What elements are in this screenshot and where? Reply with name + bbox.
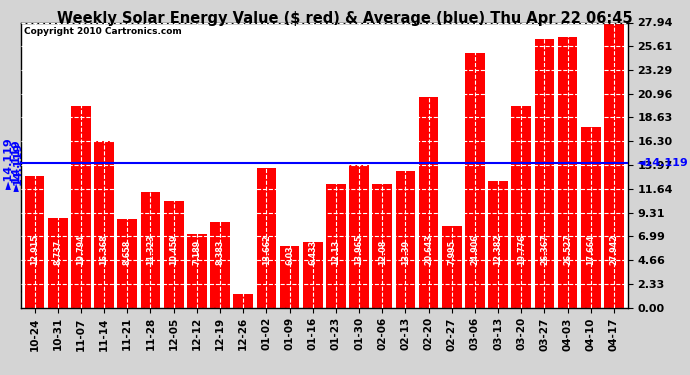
Bar: [141, 192, 160, 308]
Bar: [95, 141, 114, 308]
Bar: [303, 242, 322, 308]
Text: 17.664: 17.664: [586, 234, 595, 265]
Bar: [489, 181, 508, 308]
Text: ►14.119: ►14.119: [3, 138, 14, 189]
Bar: [419, 97, 438, 308]
Text: 20.643: 20.643: [424, 234, 433, 265]
Bar: [558, 37, 578, 308]
Text: 14.119: 14.119: [13, 142, 23, 185]
Bar: [535, 39, 554, 308]
Text: Weekly Solar Energy Value ($ red) & Average (blue) Thu Apr 22 06:45: Weekly Solar Energy Value ($ red) & Aver…: [57, 11, 633, 26]
Text: 7.995: 7.995: [447, 240, 456, 265]
Text: 1.364: 1.364: [239, 240, 248, 265]
Text: 27.942: 27.942: [609, 234, 618, 265]
Text: 7.189: 7.189: [193, 240, 201, 265]
Bar: [117, 219, 137, 308]
Bar: [257, 168, 276, 308]
Bar: [279, 246, 299, 308]
Bar: [187, 234, 207, 308]
Text: 19.794: 19.794: [77, 234, 86, 265]
Text: 8.737: 8.737: [53, 240, 62, 265]
Text: Copyright 2010 Cartronics.com: Copyright 2010 Cartronics.com: [23, 27, 181, 36]
Bar: [511, 106, 531, 308]
Text: 6.433: 6.433: [308, 240, 317, 265]
Bar: [604, 22, 624, 308]
Text: ◄14.119: ◄14.119: [637, 159, 689, 168]
Text: 6.03: 6.03: [285, 245, 294, 265]
Bar: [164, 201, 184, 308]
Text: 8.383: 8.383: [215, 239, 224, 265]
Bar: [349, 165, 369, 308]
Bar: [395, 171, 415, 308]
Text: 13.662: 13.662: [262, 234, 271, 265]
Text: 13.965: 13.965: [355, 234, 364, 265]
Text: 26.367: 26.367: [540, 234, 549, 265]
Text: ►14.119: ►14.119: [12, 139, 22, 191]
Bar: [210, 222, 230, 308]
Bar: [233, 294, 253, 308]
Text: 26.527: 26.527: [563, 234, 572, 265]
Text: 12.915: 12.915: [30, 234, 39, 265]
Text: 8.658: 8.658: [123, 239, 132, 265]
Bar: [326, 184, 346, 308]
Bar: [71, 106, 91, 308]
Text: 12.13: 12.13: [331, 240, 340, 265]
Text: 19.776: 19.776: [517, 234, 526, 265]
Text: 16.368: 16.368: [99, 234, 108, 265]
Text: 12.382: 12.382: [493, 234, 502, 265]
Bar: [373, 184, 392, 308]
Text: 10.459: 10.459: [169, 234, 178, 265]
Text: 11.323: 11.323: [146, 234, 155, 265]
Text: 24.906: 24.906: [471, 234, 480, 265]
Text: 13.39: 13.39: [401, 240, 410, 265]
Bar: [581, 128, 601, 308]
Bar: [25, 176, 44, 308]
Bar: [442, 226, 462, 308]
Bar: [48, 218, 68, 308]
Bar: [465, 54, 485, 307]
Text: 12.08: 12.08: [377, 239, 386, 265]
